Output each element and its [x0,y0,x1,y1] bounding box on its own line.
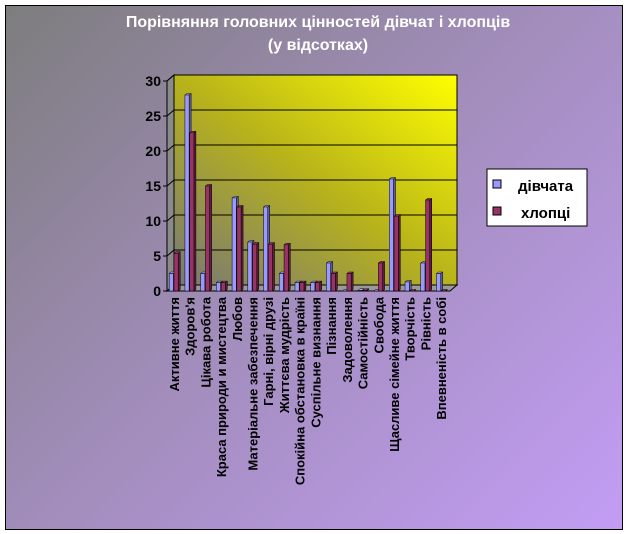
bar-girls [404,279,412,292]
gridline-side [166,109,175,117]
y-tick-label: 5 [153,248,161,264]
x-tick-label: Матеріальне забезпечення [245,297,260,471]
bar-boys [330,271,339,292]
chart-title: Порівняння головних цінностей дівчат і х… [126,14,511,31]
legend: дівчата хлопці [486,168,588,227]
bar-boys [204,184,213,292]
bar-boys [283,242,292,292]
bars [168,93,449,292]
x-tick-label: Самостійність [356,297,371,389]
x-tick-label: Життєва мудрість [277,297,292,414]
gridline-side [166,249,175,257]
x-tick-label: Любов [230,297,245,341]
x-tick-label: Цікава робота [198,296,213,387]
x-tick-label: Суспільне визнання [308,297,323,428]
x-tick-label: Краса природи и мистецтва [214,296,229,477]
category-labels: Активне життя Здоров'я Цікава робота Краса … [167,296,449,485]
bar-boys [299,280,307,292]
y-tick-label: 20 [145,143,161,159]
x-tick-label: Рівність [418,297,433,350]
bar-boys [409,289,417,292]
x-tick-label: Творчість [403,297,418,361]
x-tick-label: Пізнання [324,297,339,355]
bar-boys [267,242,276,292]
y-tick-label: 15 [145,178,161,194]
bar-boys [346,271,354,292]
gridline-side [166,144,175,152]
bar-boys [314,280,323,292]
y-tick-label: 30 [145,73,161,89]
y-tick-label: 25 [145,108,161,124]
bar-boys [188,130,197,292]
legend-label-girls: дівчата [518,178,574,195]
x-tick-label: Задоволення [340,297,355,383]
legend-box [486,168,588,227]
legend-label-boys: хлопці [521,205,570,222]
gridline-side [166,179,175,187]
legend-swatch-boys [492,206,502,216]
bar-boys [393,214,402,292]
gridline-side [166,214,175,222]
bar-girls [435,271,444,292]
bar-boys [377,261,386,292]
y-tick-label: 10 [145,213,161,229]
chart-subtitle: (у відсотках) [268,37,368,54]
bar-boys [173,251,181,292]
axes: 0 5 10 15 20 25 30 [145,73,450,299]
x-tick-label: Гарні, вірні друзі [261,297,276,406]
gridlines [166,74,457,257]
legend-swatch-girls [492,179,502,189]
bar-boys [424,198,433,292]
x-tick-label: Активне життя [167,297,182,391]
bar-boys [361,288,370,292]
x-tick-label: Здоров'я [183,297,198,356]
bar-boys [220,280,229,292]
bar-boys [251,242,260,292]
x-tick-label: Спокійна обстановка в країні [293,297,308,485]
x-tick-label: Щасливе сімейне життя [387,297,402,452]
x-tick-label: Впевненість в собі [434,297,449,420]
bar-boys [440,289,449,292]
bar-boys [236,205,244,292]
gridline-side [166,74,175,82]
y-tick-label: 0 [153,283,161,299]
x-tick-label: Свобода [371,296,386,353]
